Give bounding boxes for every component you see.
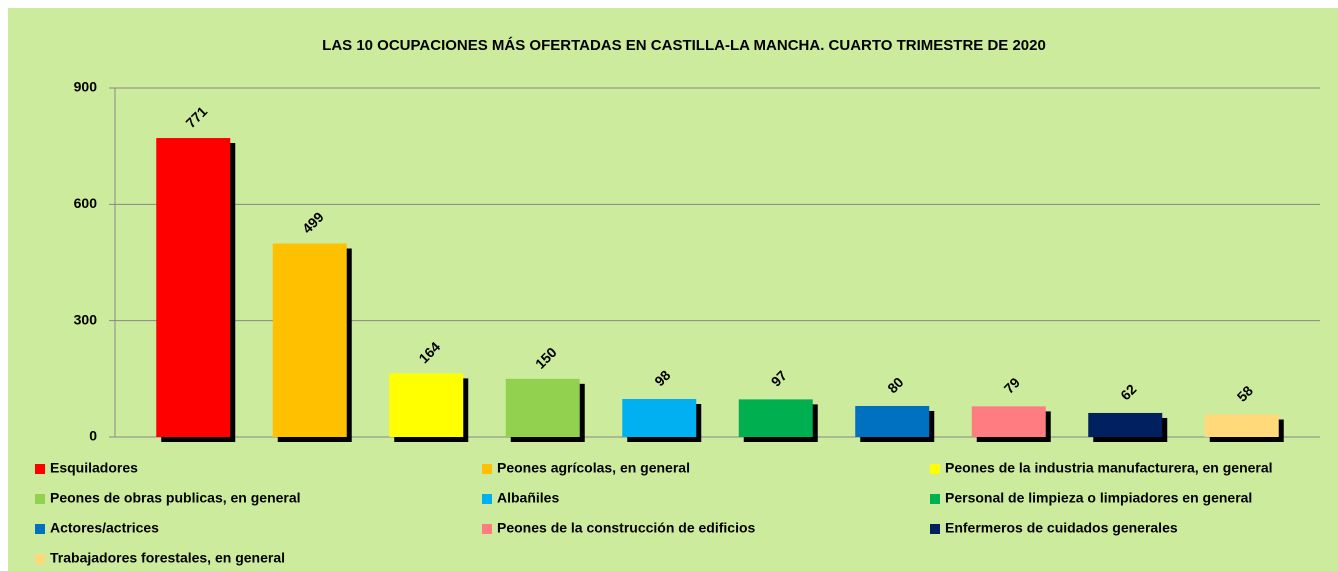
bar bbox=[622, 398, 697, 437]
legend-label: Trabajadores forestales, en general bbox=[50, 550, 285, 566]
chart-title: LAS 10 OCUPACIONES MÁS OFERTADAS EN CAST… bbox=[322, 37, 1046, 54]
legend-label: Esquiladores bbox=[50, 460, 138, 476]
legend-swatch bbox=[482, 464, 492, 474]
legend-swatch bbox=[35, 524, 45, 534]
legend-swatch bbox=[35, 494, 45, 504]
bar bbox=[738, 399, 813, 437]
bar bbox=[1204, 414, 1279, 437]
bar bbox=[156, 138, 231, 438]
bar bbox=[272, 243, 347, 437]
y-tick-label: 900 bbox=[74, 79, 98, 95]
y-tick-label: 0 bbox=[89, 428, 97, 444]
legend-swatch bbox=[482, 494, 492, 504]
bar bbox=[855, 405, 930, 437]
legend-swatch bbox=[930, 524, 940, 534]
legend-swatch bbox=[35, 464, 45, 474]
legend-label: Peones agrícolas, en general bbox=[497, 460, 690, 476]
legend-label: Albañiles bbox=[497, 490, 559, 506]
bar bbox=[505, 378, 580, 437]
y-tick-label: 600 bbox=[74, 195, 98, 211]
legend-label: Enfermeros de cuidados generales bbox=[945, 520, 1178, 536]
legend-swatch bbox=[482, 524, 492, 534]
legend-swatch bbox=[930, 494, 940, 504]
legend-label: Peones de la industria manufacturera, en… bbox=[945, 460, 1273, 476]
bar bbox=[1088, 412, 1163, 437]
bar bbox=[971, 406, 1046, 437]
legend-swatch bbox=[35, 554, 45, 564]
legend-label: Actores/actrices bbox=[50, 520, 159, 536]
legend-label: Personal de limpieza o limpiadores en ge… bbox=[945, 490, 1252, 506]
legend-swatch bbox=[930, 464, 940, 474]
legend-label: Peones de obras publicas, en general bbox=[50, 490, 301, 506]
bar bbox=[389, 373, 464, 437]
y-tick-label: 300 bbox=[74, 311, 98, 327]
legend-label: Peones de la construcción de edificios bbox=[497, 520, 756, 536]
